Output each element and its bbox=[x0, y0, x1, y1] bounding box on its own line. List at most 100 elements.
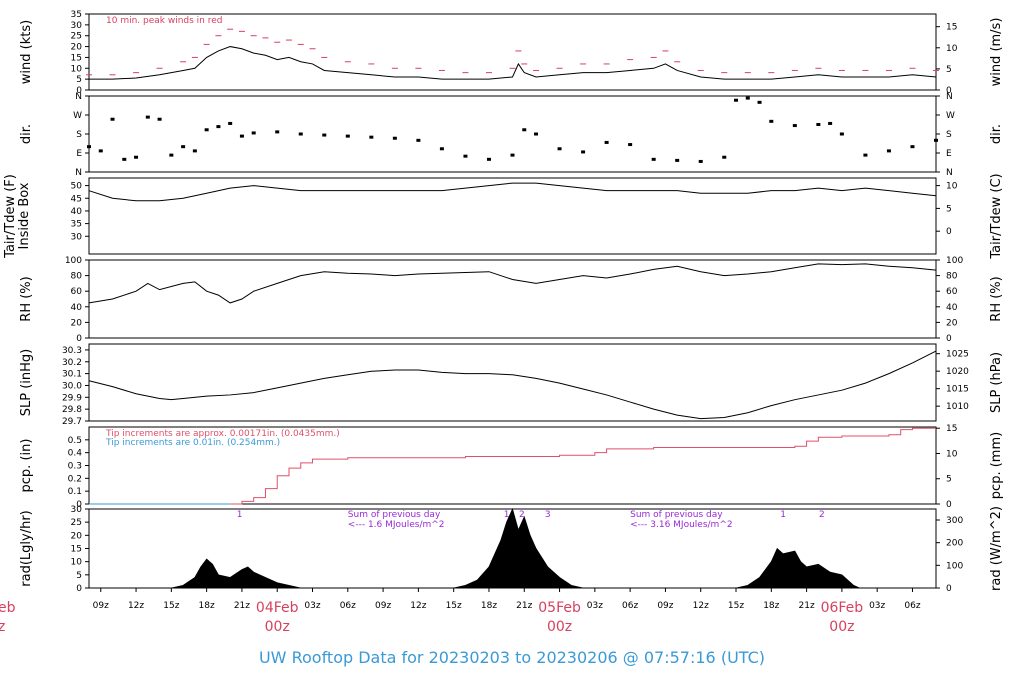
y-tick-label-right: 0 bbox=[946, 500, 952, 510]
y-tick-label: 25 bbox=[71, 32, 82, 42]
x-tick-label: 12z bbox=[693, 601, 709, 611]
rad-peak-rank: 1 bbox=[780, 510, 786, 520]
y-axis-label-right: Tair/Tdew (C) bbox=[989, 173, 1004, 259]
direction-point bbox=[275, 130, 280, 134]
direction-point bbox=[322, 133, 327, 137]
x-tick-label: 18z bbox=[199, 601, 215, 611]
y-tick-label: 50 bbox=[71, 182, 83, 192]
y-axis-label-left: dir. bbox=[19, 124, 34, 144]
date-label: 04Feb bbox=[256, 600, 299, 616]
y-tick-label: 30.3 bbox=[62, 346, 82, 356]
rad-peak-rank: 1 bbox=[237, 510, 243, 520]
y-axis-label-right: dir. bbox=[989, 124, 1004, 144]
y-tick-label: E bbox=[76, 149, 82, 159]
y-tick-label: 5 bbox=[76, 75, 82, 85]
y-tick-label: 0.5 bbox=[68, 436, 82, 446]
date-time-label: 00z bbox=[547, 619, 572, 635]
y-tick-label: 0 bbox=[76, 500, 82, 510]
y-tick-label-right: W bbox=[946, 111, 955, 121]
y-tick-label-right: 0 bbox=[946, 86, 952, 96]
date-label: 05Feb bbox=[538, 600, 581, 616]
y-tick-label: 0 bbox=[76, 584, 82, 594]
direction-point bbox=[722, 155, 727, 159]
y-axis-label-left: wind (kts) bbox=[19, 20, 34, 84]
x-tick-label: 03z bbox=[587, 601, 603, 611]
series-area-radiation bbox=[171, 507, 860, 589]
y-tick-label: 0.1 bbox=[68, 487, 82, 497]
y-tick-label: 25 bbox=[71, 518, 82, 528]
x-tick-label: 03z bbox=[869, 601, 885, 611]
direction-point bbox=[816, 123, 821, 126]
y-tick-label-right: 5 bbox=[946, 65, 952, 75]
series-line-SLP bbox=[88, 350, 937, 420]
y-tick-label-right: N bbox=[946, 168, 953, 178]
direction-point bbox=[886, 149, 891, 153]
y-tick-label: 29.7 bbox=[62, 417, 82, 427]
direction-point bbox=[522, 128, 527, 132]
panel-frame-temp bbox=[88, 177, 937, 255]
y-axis-label-left: Tair/Tdew (F) bbox=[3, 174, 18, 259]
direction-point bbox=[698, 159, 703, 163]
direction-point bbox=[757, 100, 762, 104]
y-tick-label-right: 1025 bbox=[946, 350, 969, 360]
y-tick-label: 40 bbox=[71, 303, 83, 313]
direction-point bbox=[204, 128, 209, 132]
y-tick-label: 29.8 bbox=[62, 405, 82, 415]
direction-point bbox=[392, 136, 397, 140]
y-tick-label-right: 0 bbox=[946, 334, 952, 344]
y-tick-label-right: 1010 bbox=[946, 402, 969, 412]
y-tick-label: N bbox=[75, 92, 82, 102]
y-tick-label-right: 5 bbox=[946, 204, 952, 214]
direction-point bbox=[439, 147, 444, 151]
y-tick-label-right: 10 bbox=[946, 449, 958, 459]
y-tick-label: 10 bbox=[71, 558, 83, 568]
direction-point bbox=[839, 132, 844, 136]
direction-point bbox=[134, 155, 139, 159]
x-tick-label: 06z bbox=[622, 601, 638, 611]
y-axis-label-left: RH (%) bbox=[19, 276, 34, 321]
y-tick-label: W bbox=[73, 111, 82, 121]
direction-point bbox=[216, 125, 221, 129]
x-tick-label: 09z bbox=[93, 601, 109, 611]
direction-point bbox=[581, 150, 586, 154]
edge-date-fragment: eb bbox=[0, 600, 16, 616]
y-tick-label: 45 bbox=[71, 194, 82, 204]
y-tick-label-right: 200 bbox=[946, 539, 963, 549]
panel-frame-rh bbox=[88, 259, 937, 339]
direction-point bbox=[87, 145, 91, 149]
y-axis-label-left: pcp. (in) bbox=[19, 439, 34, 493]
x-tick-label: 21z bbox=[234, 601, 250, 611]
direction-point bbox=[192, 149, 197, 153]
y-tick-label: 30 bbox=[71, 21, 83, 31]
x-tick-label: 09z bbox=[375, 601, 391, 611]
direction-point bbox=[416, 138, 421, 142]
direction-point bbox=[792, 124, 797, 128]
x-tick-label: 09z bbox=[657, 601, 673, 611]
direction-point bbox=[345, 134, 350, 138]
panel-frame-wind bbox=[88, 13, 937, 91]
y-axis-label-left: Inside Box bbox=[17, 182, 32, 249]
y-tick-label-right: 80 bbox=[946, 272, 958, 282]
x-tick-label: 06z bbox=[340, 601, 356, 611]
direction-point bbox=[463, 154, 468, 158]
direction-point bbox=[239, 134, 244, 138]
direction-point bbox=[628, 143, 633, 147]
rad-sum-line1: Sum of previous day bbox=[348, 510, 441, 520]
direction-point bbox=[557, 147, 562, 151]
y-tick-label: 30.0 bbox=[62, 381, 82, 391]
rad-peak-rank: 3 bbox=[545, 510, 551, 520]
y-tick-label-right: 40 bbox=[946, 303, 958, 313]
y-axis-label-left: rad(Lgly/hr) bbox=[19, 510, 34, 586]
date-label: 06Feb bbox=[821, 600, 864, 616]
direction-point bbox=[910, 145, 915, 149]
direction-point bbox=[828, 121, 833, 125]
rad-sum-line2: <--- 1.6 MJoules/m^2 bbox=[348, 520, 445, 530]
y-tick-label-right: 1015 bbox=[946, 385, 969, 395]
edge-time-fragment: z bbox=[0, 619, 5, 635]
date-time-label: 00z bbox=[829, 619, 854, 635]
y-tick-label: S bbox=[76, 130, 82, 140]
y-tick-label: 35 bbox=[71, 220, 82, 230]
direction-point bbox=[157, 117, 162, 121]
y-tick-label: 20 bbox=[71, 318, 83, 328]
y-axis-label-left: SLP (inHg) bbox=[19, 349, 34, 417]
